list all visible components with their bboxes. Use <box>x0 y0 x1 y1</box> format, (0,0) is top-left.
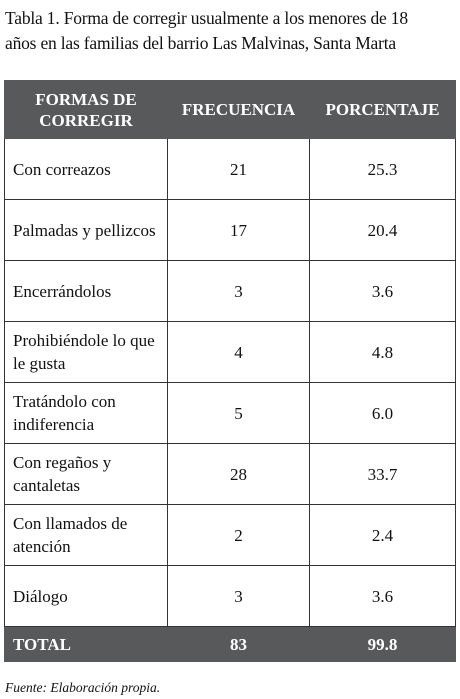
table-row: Con regaños y cantaletas 28 33.7 <box>4 443 456 505</box>
cell-porcentaje: 25.3 <box>309 138 456 200</box>
table-header-row: FORMAS DE CORREGIR FRECUENCIA PORCENTAJE <box>4 80 456 139</box>
cell-forma: Con regaños y cantaletas <box>4 443 168 505</box>
cell-porcentaje: 20.4 <box>309 199 456 261</box>
table-row: Con correazos 21 25.3 <box>4 138 456 200</box>
cell-frecuencia: 3 <box>167 260 310 322</box>
table-caption: Tabla 1. Forma de corregir usualmente a … <box>5 6 455 56</box>
table-source: Fuente: Elaboración propia. <box>5 680 161 695</box>
cell-frecuencia: 5 <box>167 382 310 444</box>
table-row: Tratándolo con indiferencia 5 6.0 <box>4 382 456 444</box>
cell-porcentaje: 2.4 <box>309 504 456 566</box>
header-frecuencia: FRECUENCIA <box>167 80 310 139</box>
table-row: Con llamados de atención 2 2.4 <box>4 504 456 566</box>
cell-forma: Con llamados de atención <box>4 504 168 566</box>
cell-forma: Con correazos <box>4 138 168 200</box>
cell-forma: Prohibiéndole lo que le gusta <box>4 321 168 383</box>
header-col1-line2: CORREGIR <box>39 110 133 130</box>
cell-forma: Diálogo <box>4 565 168 627</box>
total-porcentaje: 99.8 <box>309 626 456 662</box>
table-row: Diálogo 3 3.6 <box>4 565 456 627</box>
cell-porcentaje: 4.8 <box>309 321 456 383</box>
caption-line-1: Tabla 1. Forma de corregir usualmente a … <box>5 8 408 28</box>
table-row: Prohibiéndole lo que le gusta 4 4.8 <box>4 321 456 383</box>
corrections-table: FORMAS DE CORREGIR FRECUENCIA PORCENTAJE… <box>4 80 456 662</box>
total-label: TOTAL <box>4 626 168 662</box>
table-total-row: TOTAL 83 99.8 <box>4 626 456 662</box>
table-row: Encerrándolos 3 3.6 <box>4 260 456 322</box>
cell-forma: Encerrándolos <box>4 260 168 322</box>
cell-porcentaje: 3.6 <box>309 565 456 627</box>
cell-frecuencia: 17 <box>167 199 310 261</box>
cell-frecuencia: 4 <box>167 321 310 383</box>
caption-line-2: años en las familias del barrio Las Malv… <box>5 33 396 53</box>
cell-frecuencia: 28 <box>167 443 310 505</box>
cell-frecuencia: 2 <box>167 504 310 566</box>
cell-forma: Tratándolo con indiferencia <box>4 382 168 444</box>
cell-frecuencia: 3 <box>167 565 310 627</box>
cell-frecuencia: 21 <box>167 138 310 200</box>
cell-porcentaje: 6.0 <box>309 382 456 444</box>
cell-porcentaje: 3.6 <box>309 260 456 322</box>
header-porcentaje: PORCENTAJE <box>309 80 456 139</box>
header-col1-line1: FORMAS DE <box>35 89 137 109</box>
cell-forma: Palmadas y pellizcos <box>4 199 168 261</box>
cell-porcentaje: 33.7 <box>309 443 456 505</box>
table-row: Palmadas y pellizcos 17 20.4 <box>4 199 456 261</box>
header-formas-de-corregir: FORMAS DE CORREGIR <box>4 80 168 139</box>
total-frecuencia: 83 <box>167 626 310 662</box>
